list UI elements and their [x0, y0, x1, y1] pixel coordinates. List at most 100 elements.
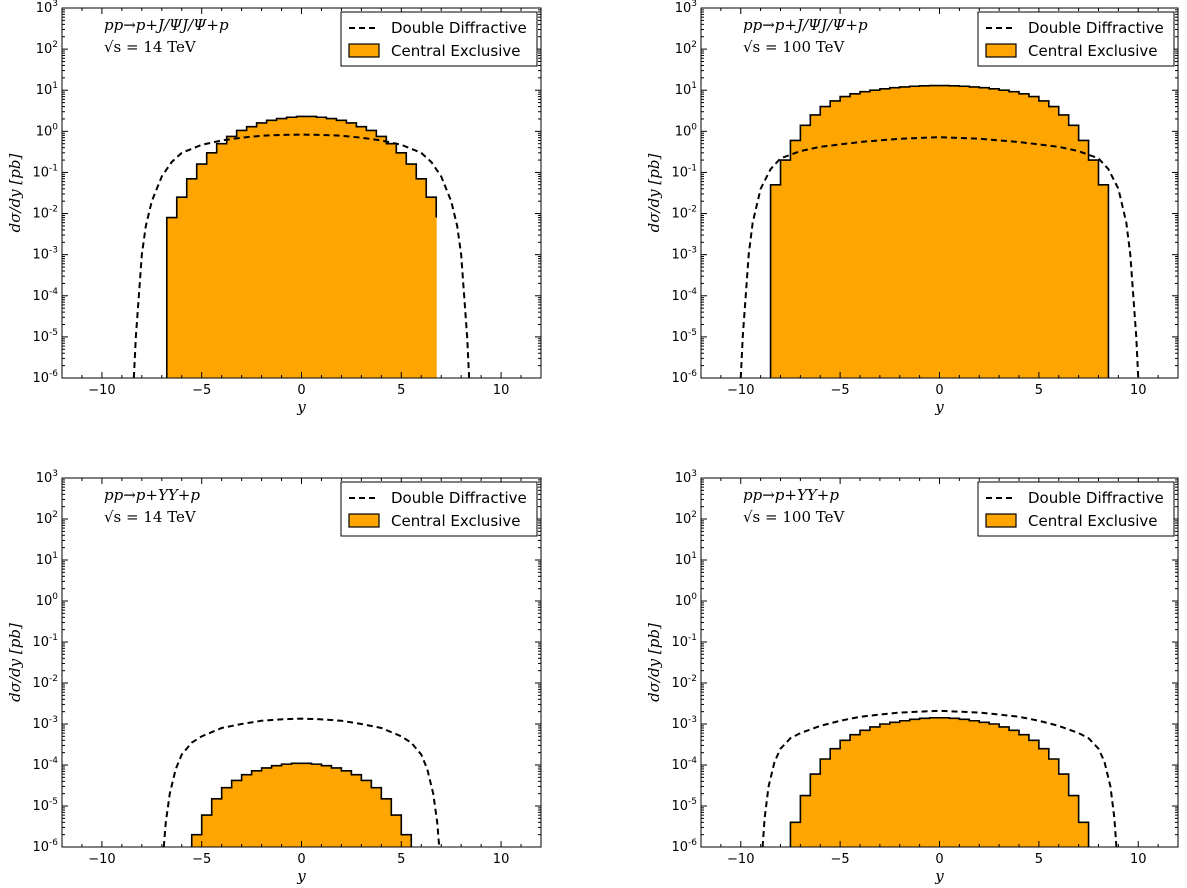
legend-label-double-diffractive: Double Diffractive [1028, 489, 1164, 507]
histogram-bar [939, 85, 950, 378]
y-tick-label: 10-6 [32, 838, 58, 855]
histogram-bar [321, 765, 332, 847]
x-tick-label: 5 [397, 383, 405, 398]
y-axis-label: dσ/dy [pb] [645, 154, 663, 233]
histogram-bar [780, 160, 791, 378]
y-tick-label: 10-2 [671, 205, 697, 222]
y-tick-label: 10-1 [671, 633, 697, 650]
y-tick-label: 10-5 [671, 797, 697, 814]
histogram-bar [879, 724, 891, 847]
histogram-bar [1009, 730, 1020, 847]
histogram-bar [1088, 160, 1099, 378]
y-tick-label: 10-1 [32, 633, 58, 650]
y-tick-label: 10-5 [32, 328, 58, 345]
central-exclusive-bars [166, 116, 437, 378]
y-axis-label: dσ/dy [pb] [6, 154, 24, 233]
central-exclusive-bars [790, 717, 1090, 847]
y-tick-label: 103 [675, 469, 697, 486]
histogram-bar [929, 717, 940, 847]
y-axis-label: dσ/dy [pb] [6, 623, 24, 702]
chart-panel-1: −10 −5 0 5 10 10-6 10-5 10-4 10-3 10-2 10-1 100 101 1… [6, 0, 542, 416]
chart-panel-3: −10 −5 0 5 10 10-6 10-5 10-4 10-3 10-2 10-1 100 101 1… [6, 469, 542, 885]
histogram-bar [351, 774, 362, 847]
x-tick-label: −10 [727, 852, 754, 867]
histogram-bar [860, 730, 871, 847]
y-tick-label: 102 [36, 510, 58, 527]
x-tick-label: −5 [192, 383, 211, 398]
histogram-bar [989, 88, 1000, 378]
histogram-bar [820, 759, 831, 847]
histogram-bar [191, 834, 203, 847]
x-axis-label: y [296, 398, 306, 416]
histogram-bar [266, 120, 278, 378]
histogram-bar [226, 136, 238, 378]
histogram-bar [850, 734, 861, 847]
histogram-bar [386, 143, 397, 378]
histogram-bar [336, 120, 347, 378]
y-tick-label: 100 [36, 122, 59, 139]
histogram-bar [889, 722, 901, 847]
histogram-bar [840, 96, 851, 378]
histogram-bar [1078, 822, 1090, 847]
histogram-bar [211, 798, 223, 847]
x-tick-label: −5 [192, 852, 211, 867]
histogram-bar [1019, 734, 1030, 847]
histogram-bar [1009, 91, 1020, 378]
y-tick-label: 10-1 [671, 163, 697, 180]
x-tick-label: 0 [297, 852, 305, 867]
histogram-bar [1058, 774, 1070, 847]
histogram-bar [1048, 759, 1060, 847]
histogram-bar [909, 719, 921, 847]
histogram-bar [176, 197, 188, 378]
y-tick-label: 10-4 [32, 756, 58, 773]
legend-label-central-exclusive: Central Exclusive [391, 512, 521, 530]
double-diffractive-curve [739, 136, 1140, 378]
histogram-bar [346, 122, 357, 378]
histogram-bar [281, 764, 293, 847]
histogram-bar [311, 764, 322, 847]
x-tick-label: −5 [831, 383, 850, 398]
histogram-bar [376, 136, 387, 378]
histogram-bar [246, 126, 258, 378]
histogram-bar [381, 798, 392, 847]
y-tick-label: 10-4 [32, 287, 58, 304]
histogram-bar [1019, 93, 1030, 378]
central-exclusive-outline [789, 716, 1090, 847]
histogram-bar [1028, 740, 1040, 847]
double-diffractive-curve [761, 709, 1118, 847]
legend-orange-swatch [985, 43, 1017, 58]
histogram-bar [959, 719, 970, 847]
legend-label-central-exclusive: Central Exclusive [1028, 42, 1158, 60]
histogram-bar [939, 717, 950, 847]
y-tick-label: 100 [675, 592, 698, 609]
histogram-bar [241, 774, 253, 847]
legend-label-double-diffractive: Double Diffractive [391, 19, 527, 37]
central-exclusive-outline [190, 762, 413, 847]
x-tick-label: 10 [1130, 383, 1147, 398]
x-tick-label: 5 [1035, 383, 1043, 398]
x-tick-label: 0 [935, 852, 943, 867]
histogram-bar [356, 126, 367, 378]
histogram-bar [999, 90, 1010, 378]
histogram-bar [889, 87, 901, 378]
histogram-bar [391, 815, 402, 847]
y-tick-label: 103 [36, 0, 58, 16]
histogram-bar [166, 217, 178, 378]
histogram-bar [231, 780, 243, 847]
histogram-bar [949, 718, 960, 847]
central-exclusive-bars [191, 763, 412, 847]
histogram-bar [216, 143, 228, 378]
x-tick-label: −10 [88, 383, 115, 398]
histogram-bar [251, 770, 263, 847]
histogram-bar [271, 765, 283, 847]
x-axis-label: y [296, 867, 306, 885]
histogram-bar [1038, 100, 1050, 378]
histogram-bar [426, 197, 437, 378]
histogram-bar [969, 86, 980, 378]
histogram-bar [830, 100, 841, 378]
histogram-bar [1038, 748, 1050, 847]
y-tick-label: 100 [675, 122, 698, 139]
y-tick-label: 100 [36, 592, 59, 609]
y-tick-label: 10-2 [32, 205, 58, 222]
histogram-bar [810, 114, 821, 378]
